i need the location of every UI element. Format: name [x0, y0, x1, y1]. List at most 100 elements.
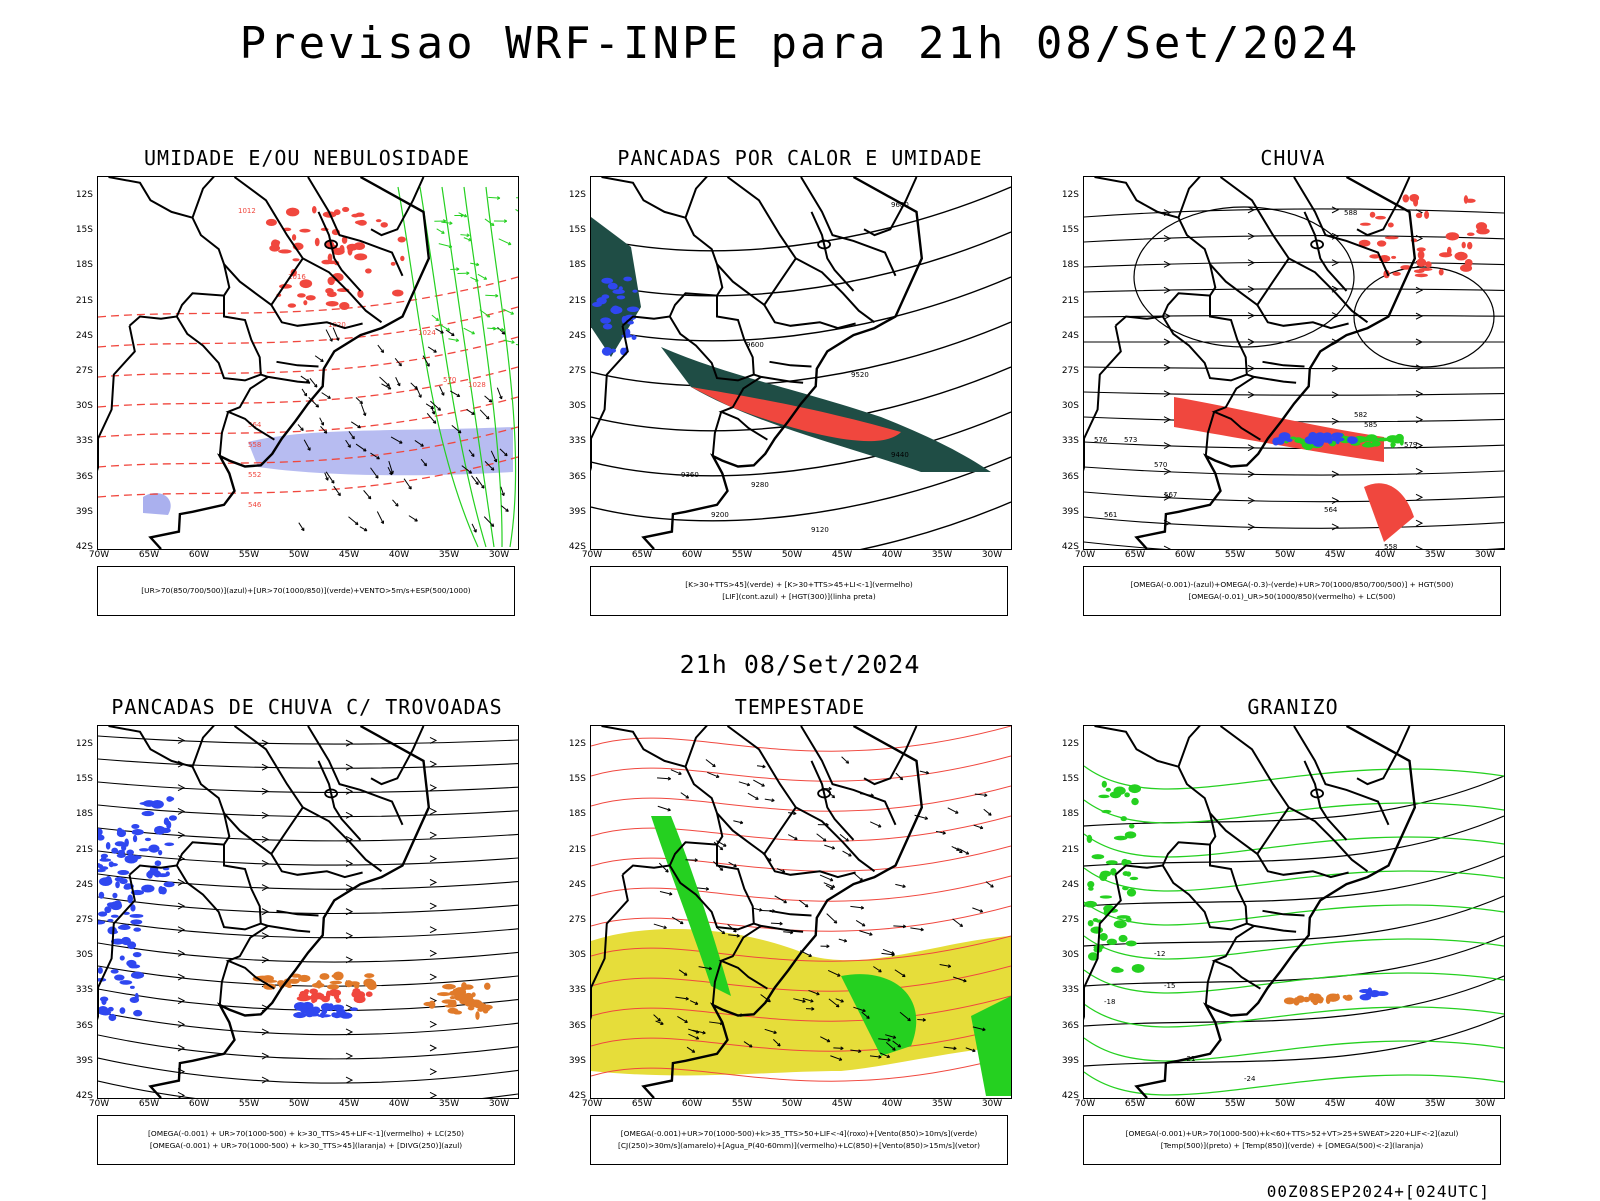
divergence-blue — [109, 1014, 117, 1021]
temp850-spot — [1132, 964, 1145, 973]
wind-vector — [364, 490, 371, 498]
divergence-blue — [107, 919, 113, 922]
lon-tick: 65W — [627, 1099, 657, 1109]
humidity-spot-red — [348, 247, 353, 256]
border-line — [1221, 726, 1368, 871]
divergence-blue — [111, 969, 119, 973]
border-line — [686, 177, 718, 218]
stream-arrow — [1416, 287, 1422, 293]
streamline — [98, 759, 518, 768]
border-line — [193, 177, 225, 218]
divergence-blue — [166, 796, 173, 802]
lon-tick: 60W — [1170, 550, 1200, 560]
rain-spot-red — [1416, 213, 1422, 219]
wind-vector — [842, 757, 849, 764]
divergence-blue — [163, 882, 174, 888]
convection-orange — [442, 984, 456, 990]
lat-tick: 33S — [1053, 436, 1079, 446]
border-line — [1305, 761, 1347, 840]
border-line — [277, 362, 319, 367]
convection-orange — [475, 1011, 479, 1020]
contour-label: 9360 — [681, 471, 699, 479]
border-line — [770, 362, 812, 367]
border-line — [371, 726, 424, 784]
rain-spot-red — [1377, 240, 1386, 246]
lat-tick: 24S — [67, 331, 93, 341]
lat-tick: 27S — [67, 366, 93, 376]
temp850-spot — [1128, 784, 1141, 793]
divergence-blue — [130, 914, 144, 918]
contour-label: 558 — [1384, 543, 1397, 549]
divergence-blue — [133, 1010, 142, 1017]
rain-spot-red — [1446, 232, 1460, 240]
lat-tick: 24S — [1053, 880, 1079, 890]
temp850-spot — [1129, 824, 1135, 829]
humidity-spot-red — [312, 206, 317, 213]
temp850-spot — [1114, 920, 1127, 928]
hgt300-contour — [591, 187, 1011, 251]
temp850-spot — [1100, 871, 1111, 877]
temp850-contour — [1084, 868, 1504, 891]
run-label: 00Z08SEP2024+[024UTC] — [1267, 1182, 1490, 1201]
temp850-spot — [1126, 917, 1132, 922]
convection-orange — [452, 1000, 457, 1007]
stream-arrow — [1332, 471, 1338, 477]
omega-orange — [1346, 995, 1352, 1000]
rain-spot-red — [1467, 232, 1475, 236]
wind-vector — [351, 422, 360, 428]
streamline — [1084, 392, 1504, 395]
lon-tick: 30W — [484, 1099, 514, 1109]
lon-tick: 35W — [434, 550, 464, 560]
lat-tick: 39S — [1053, 507, 1079, 517]
lon-tick: 35W — [434, 1099, 464, 1109]
lat-tick: 36S — [67, 472, 93, 482]
lif-contour — [632, 335, 637, 340]
border-line — [109, 177, 230, 326]
lc850-contour — [591, 726, 1011, 751]
humidity-spot-red — [306, 295, 316, 300]
convection-orange — [448, 1008, 453, 1012]
convection-orange — [453, 1010, 462, 1014]
panel-title: PANCADAS DE CHUVA C/ TROVOADAS — [97, 695, 517, 719]
stream-arrow — [430, 903, 436, 909]
lif-contour — [627, 307, 639, 313]
lon-tick: 35W — [1420, 1099, 1450, 1109]
divergence-blue — [99, 892, 105, 899]
rain-spot-red — [1464, 195, 1468, 204]
convection-orange — [466, 995, 471, 1000]
temp850-spot — [1125, 831, 1136, 838]
lat-tick: 18S — [67, 260, 93, 270]
convection-orange — [298, 975, 310, 982]
border-line — [1263, 911, 1305, 916]
convection-orange — [349, 981, 360, 985]
hgt300-contour — [591, 502, 1011, 549]
temp850-spot — [1090, 927, 1103, 934]
lon-tick: 55W — [1220, 550, 1250, 560]
lat-tick: 24S — [67, 880, 93, 890]
divergence-blue — [350, 1007, 358, 1011]
wind-vector — [310, 378, 317, 387]
rain-spot-red — [1460, 264, 1472, 272]
contour-label: 1028 — [468, 381, 486, 389]
lif-contour — [608, 283, 618, 290]
contour-label: 579 — [1404, 441, 1417, 449]
lon-tick: 70W — [1070, 550, 1100, 560]
lon-tick: 45W — [1320, 550, 1350, 560]
humidity-spot-red — [339, 302, 349, 310]
weather-map — [591, 726, 1011, 1098]
lon-tick: 70W — [1070, 1099, 1100, 1109]
convection-orange — [480, 1008, 490, 1012]
stream-arrow — [1416, 520, 1422, 526]
lat-tick: 33S — [560, 436, 586, 446]
legend-box: [OMEGA(-0.001) + UR>70(1000-500) + k>30_… — [97, 1115, 515, 1165]
streamline — [1084, 209, 1504, 217]
lat-tick: 39S — [560, 1056, 586, 1066]
stream-arrow — [346, 812, 352, 818]
lon-tick: 35W — [1420, 550, 1450, 560]
lat-tick: 24S — [560, 331, 586, 341]
divergence-blue — [296, 1012, 302, 1016]
rain-spot-red — [1467, 242, 1472, 250]
lat-tick: 12S — [67, 190, 93, 200]
wind-vector-green — [464, 328, 475, 334]
convection-orange — [287, 984, 293, 988]
